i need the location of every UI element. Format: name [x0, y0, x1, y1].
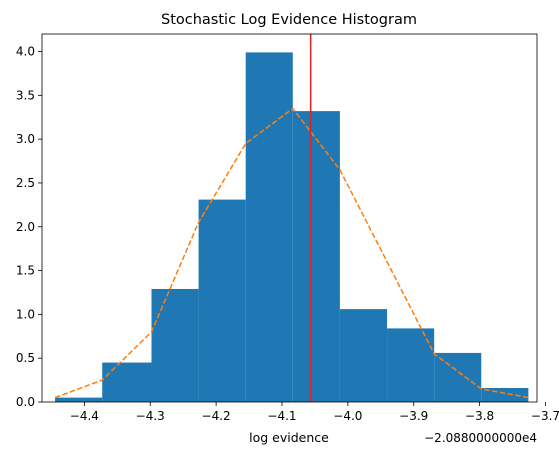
y-tick-label: 1.5 — [16, 264, 35, 278]
histogram-bar — [151, 288, 199, 402]
x-tick-label: −4.4 — [70, 409, 99, 423]
histogram-bar — [292, 111, 340, 402]
histogram-bar — [339, 309, 388, 402]
x-axis-ticks: −4.4 −4.3 −4.2 −4.1 −4.0 −3.9 −3.8 −3.7 — [70, 402, 559, 423]
y-tick-label: 1.0 — [16, 307, 35, 321]
histogram-bar — [55, 397, 103, 402]
histogram-bar — [245, 52, 293, 403]
y-axis-ticks: 0.0 0.5 1.0 1.5 2.0 2.5 3.0 3.5 4.0 — [16, 45, 42, 409]
x-tick-label: −3.8 — [465, 409, 494, 423]
x-tick-label: −4.2 — [202, 409, 231, 423]
x-tick-label: −4.0 — [333, 409, 362, 423]
histogram-bar — [198, 199, 246, 402]
axes — [41, 33, 538, 403]
x-tick-label: −4.1 — [267, 409, 296, 423]
x-axis-label: log evidence — [249, 430, 329, 445]
histogram-bars — [55, 52, 529, 403]
density-curve — [54, 107, 529, 399]
y-tick-label: 2.5 — [16, 176, 35, 190]
axes-frame — [41, 33, 538, 403]
histogram-bar — [434, 352, 482, 402]
x-tick-label: −3.9 — [399, 409, 428, 423]
y-tick-label: 3.0 — [16, 132, 35, 146]
density-curve-layer — [54, 107, 529, 399]
y-tick-label: 0.5 — [16, 351, 35, 365]
x-tick-label: −4.3 — [136, 409, 165, 423]
x-axis-offset-label: −2.0880000000e4 — [424, 431, 537, 445]
x-tick-label: −3.7 — [531, 409, 559, 423]
y-tick-label: 2.0 — [16, 220, 35, 234]
chart-title: Stochastic Log Evidence Histogram — [161, 12, 417, 28]
histogram-bar — [102, 362, 152, 402]
histogram-bar — [387, 328, 435, 402]
y-tick-label: 4.0 — [16, 45, 35, 59]
y-tick-label: 3.5 — [16, 88, 35, 102]
y-tick-label: 0.0 — [16, 395, 35, 409]
